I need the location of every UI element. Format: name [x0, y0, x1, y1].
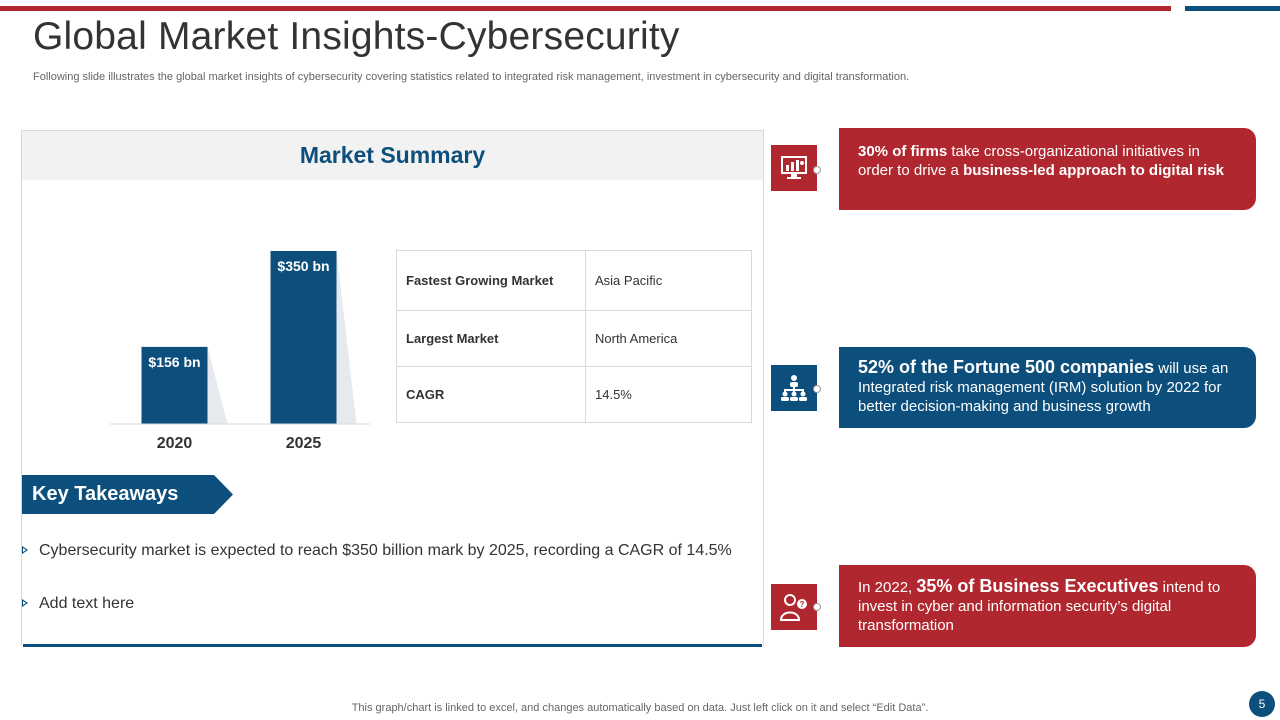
table-cell-value: Asia Pacific: [585, 250, 752, 311]
callout-card: In 2022, 35% of Business Executives inte…: [839, 565, 1256, 647]
footer-note: This graph/chart is linked to excel, and…: [351, 702, 929, 714]
connector-dot: [813, 166, 821, 174]
bullet-arrow-icon: [22, 545, 28, 554]
callout-text: will use an Integrated risk management (…: [858, 360, 1229, 415]
key-takeaways-title: Key Takeaways: [32, 483, 179, 505]
market-summary-panel: Market Summary: [21, 130, 764, 646]
callout-highlight: 35% of Business Executives: [916, 576, 1159, 596]
connector-dot: [813, 385, 821, 393]
callout-card: 30% of firms take cross-organizational i…: [839, 128, 1256, 210]
key-takeaways-banner: Key Takeaways: [22, 475, 233, 514]
bar-shadow: [207, 346, 228, 424]
bar-data-label: $350 bn: [277, 258, 329, 274]
connector-dot: [813, 603, 821, 611]
list-item: Add text here: [22, 595, 134, 613]
table-row: CAGR 14.5%: [396, 366, 752, 423]
x-tick-label: 2020: [157, 435, 193, 452]
callout-highlight: business-led approach to digital risk: [963, 162, 1224, 179]
bar-data-label: $156 bn: [148, 354, 200, 370]
market-size-bar-chart[interactable]: $156 bn 2020 $350 bn 2025: [90, 240, 390, 470]
callout-text: In 2022,: [858, 579, 917, 596]
table-cell-label: CAGR: [396, 366, 586, 423]
table-row: Fastest Growing Market Asia Pacific: [396, 250, 752, 311]
executive-question-icon: ?: [771, 584, 817, 630]
callout-card: 52% of the Fortune 500 companies will us…: [839, 347, 1256, 428]
bullet-arrow-icon: [22, 598, 28, 607]
slide-title: Global Market Insights-Cybersecurity: [33, 15, 680, 58]
market-summary-title: Market Summary: [299, 142, 486, 168]
takeaway-text: Add text here: [39, 595, 135, 612]
x-tick-label: 2025: [286, 435, 322, 452]
callout-text: intend to invest in cyber and informatio…: [858, 579, 1221, 634]
top-accent-bar-blue: [1185, 6, 1280, 11]
list-item: Cybersecurity market is expected to reac…: [22, 542, 732, 560]
table-cell-value: 14.5%: [585, 366, 752, 423]
bar-shadow: [336, 251, 357, 424]
table-cell-label: Largest Market: [396, 310, 586, 367]
table-cell-label: Fastest Growing Market: [396, 250, 586, 311]
top-accent-bar-red: [0, 6, 1171, 11]
table-row: Largest Market North America: [396, 310, 752, 367]
svg-text:?: ?: [800, 600, 805, 609]
market-summary-header: Market Summary: [22, 131, 763, 180]
chart-bar: [141, 346, 208, 424]
org-hierarchy-icon: [771, 365, 817, 411]
table-cell-value: North America: [585, 310, 752, 367]
callout-highlight: 52% of the Fortune 500 companies: [858, 357, 1155, 377]
chart-bar: [270, 251, 337, 424]
callout-text: take cross-organizational initiatives in…: [858, 143, 1200, 179]
slide-subtitle: Following slide illustrates the global m…: [33, 71, 910, 83]
monitor-analytics-icon: [771, 145, 817, 191]
page-number: 5: [1249, 691, 1275, 717]
callout-highlight: 30% of firms: [858, 143, 948, 160]
market-summary-table: Fastest Growing Market Asia Pacific Larg…: [396, 250, 752, 423]
takeaway-text: Cybersecurity market is expected to reac…: [39, 542, 732, 559]
panel-bottom-rule: [23, 644, 762, 647]
